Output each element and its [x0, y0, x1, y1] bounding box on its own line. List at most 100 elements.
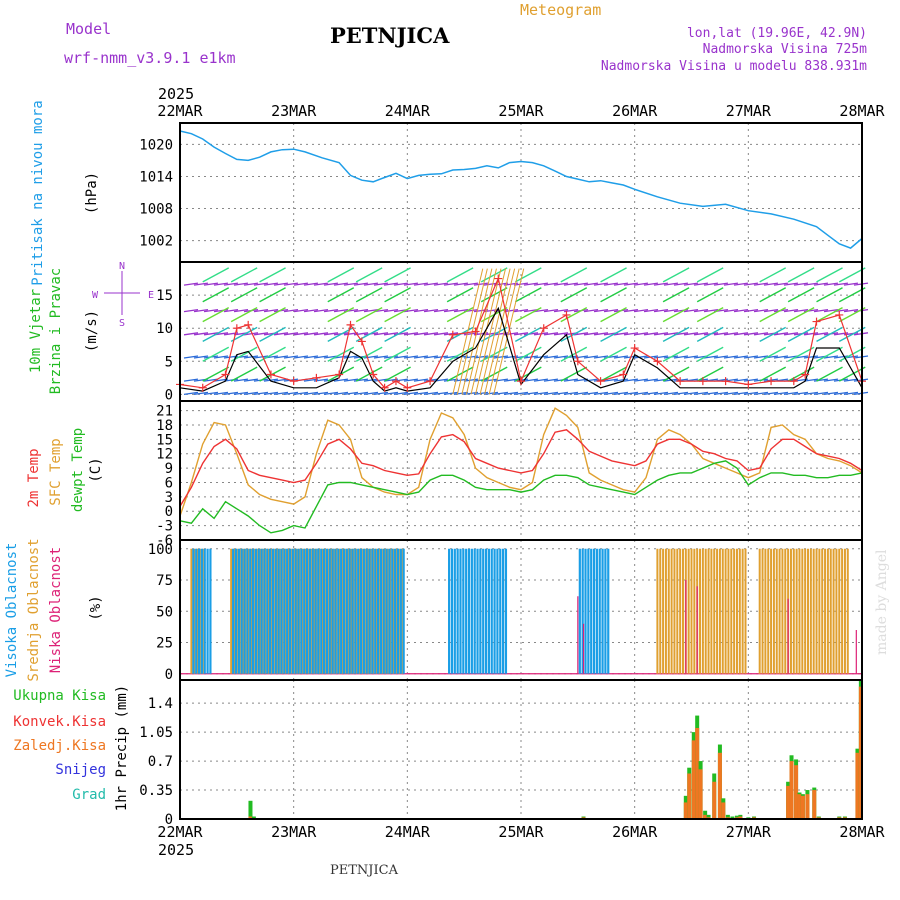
wind-arrow	[603, 391, 619, 396]
wind-gust-marker	[562, 310, 571, 319]
wind-arrow	[838, 326, 866, 343]
wind-axis-label-1: 10m Vjetar	[28, 289, 44, 373]
wind-arrow	[303, 282, 319, 286]
wind-arrow	[543, 282, 559, 286]
wind-arrow	[533, 378, 549, 382]
sfc-temp-axis-label: SFC Temp	[48, 438, 64, 505]
wind-arrow	[443, 378, 459, 382]
precip-conv-bar	[800, 795, 805, 819]
wind-arrow	[233, 378, 249, 382]
wind-arrow	[573, 332, 589, 336]
wind-arrow	[673, 355, 689, 359]
y-tick-label: -6	[156, 533, 173, 549]
precip-conv-bar	[812, 790, 817, 819]
pressure-axis-label: Pritisak na nivou mora	[30, 100, 46, 285]
wind-arrow	[533, 391, 549, 396]
wind-arrow	[823, 308, 839, 313]
wind-gust-marker	[335, 370, 344, 379]
wind-arrow	[202, 306, 230, 323]
precip-legend-item: Ukupna Kisa	[13, 688, 106, 704]
wind-arrow	[643, 378, 659, 382]
wind-arrow	[413, 282, 429, 286]
wind-arrow	[696, 346, 724, 362]
wind-arrow	[600, 346, 627, 362]
wind-arrow	[327, 267, 355, 283]
wind-gust-marker	[835, 310, 844, 319]
wind-arrow	[355, 287, 383, 303]
wind-arrow	[787, 366, 815, 382]
x-tick-label-bottom: 23MAR	[271, 823, 317, 841]
wind-arrow	[253, 282, 269, 286]
model-name: wrf-nmm_v3.9.1 e1km	[64, 49, 236, 67]
wind-arrow	[273, 355, 289, 359]
wind-arrow	[663, 308, 679, 313]
y-tick-label: 0	[165, 812, 173, 828]
wind-arrow	[343, 378, 359, 382]
wind-arrow	[363, 355, 379, 359]
wind-arrow	[816, 306, 843, 323]
wind-arrow	[333, 282, 349, 286]
pressure-unit-label: (hPa)	[84, 172, 100, 214]
cloud-high-axis-label: Visoka Oblacnost	[4, 543, 20, 678]
wind-arrow	[446, 287, 474, 303]
wind-arrow	[759, 267, 787, 283]
wind-arrow	[583, 282, 599, 286]
wind-arrow	[452, 268, 484, 395]
wind-arrow	[838, 267, 866, 283]
watermark: made by Angel	[874, 549, 890, 655]
wind-arrow	[333, 378, 349, 382]
wind-arrow	[693, 282, 709, 286]
wind-arrow	[259, 326, 286, 343]
wind-gust-marker	[380, 383, 389, 392]
wind-arrow	[643, 308, 659, 313]
wind-arrow	[323, 282, 339, 286]
wind-arrow	[403, 355, 419, 359]
wind-arrow	[560, 346, 588, 362]
wind-arrow	[273, 332, 289, 336]
wind-arrow	[696, 267, 724, 283]
y-tick-label: 1002	[139, 234, 173, 250]
x-tick-label-bottom: 28MAR	[839, 823, 885, 841]
panel-frame	[179, 679, 863, 820]
wind-unit-label: (m/s)	[84, 310, 100, 352]
wind-arrow	[202, 346, 230, 362]
wind-arrow	[443, 308, 459, 313]
wind-gust-marker	[539, 324, 548, 333]
precip-total-bar	[706, 814, 711, 819]
y-tick-label: 15	[156, 288, 173, 304]
wind-arrow	[733, 282, 749, 286]
wind-arrow	[643, 332, 659, 336]
wind-arrow	[333, 308, 349, 313]
wind-arrow	[293, 282, 309, 286]
wind-arrow	[663, 332, 679, 336]
wind-arrow	[523, 378, 539, 382]
wind-arrow	[662, 326, 690, 343]
wind-arrow	[623, 332, 639, 336]
wind-arrow	[573, 391, 589, 396]
compass-west: W	[92, 290, 99, 301]
y-tick-label: 10	[156, 321, 173, 337]
wind-arrow	[383, 391, 399, 396]
wind-arrow	[662, 306, 690, 323]
y-tick-label: 6	[165, 475, 173, 491]
wind-arrow	[723, 308, 739, 313]
wind-arrow	[223, 282, 239, 286]
wind-arrow	[303, 355, 319, 359]
x-tick-label-bottom: 27MAR	[726, 823, 772, 841]
wind-arrow	[753, 332, 769, 336]
precip-conv-bar	[691, 740, 696, 819]
wind-arrow	[313, 391, 329, 396]
wind-arrow	[783, 282, 799, 286]
wind-arrow	[743, 308, 759, 313]
cloud-mid-axis-label: Srednja Oblacnost	[26, 538, 42, 681]
wind-arrow	[446, 306, 474, 323]
precip-total-bar	[730, 816, 735, 819]
wind-arrow	[384, 267, 411, 283]
wind-arrow	[243, 378, 259, 382]
wind-arrow	[593, 308, 609, 313]
wind-arrow	[183, 378, 199, 382]
precip-conv-bar	[738, 816, 743, 819]
wind-gust-marker	[232, 324, 241, 333]
wind-arrow	[763, 391, 779, 396]
wind-arrow	[753, 282, 769, 286]
